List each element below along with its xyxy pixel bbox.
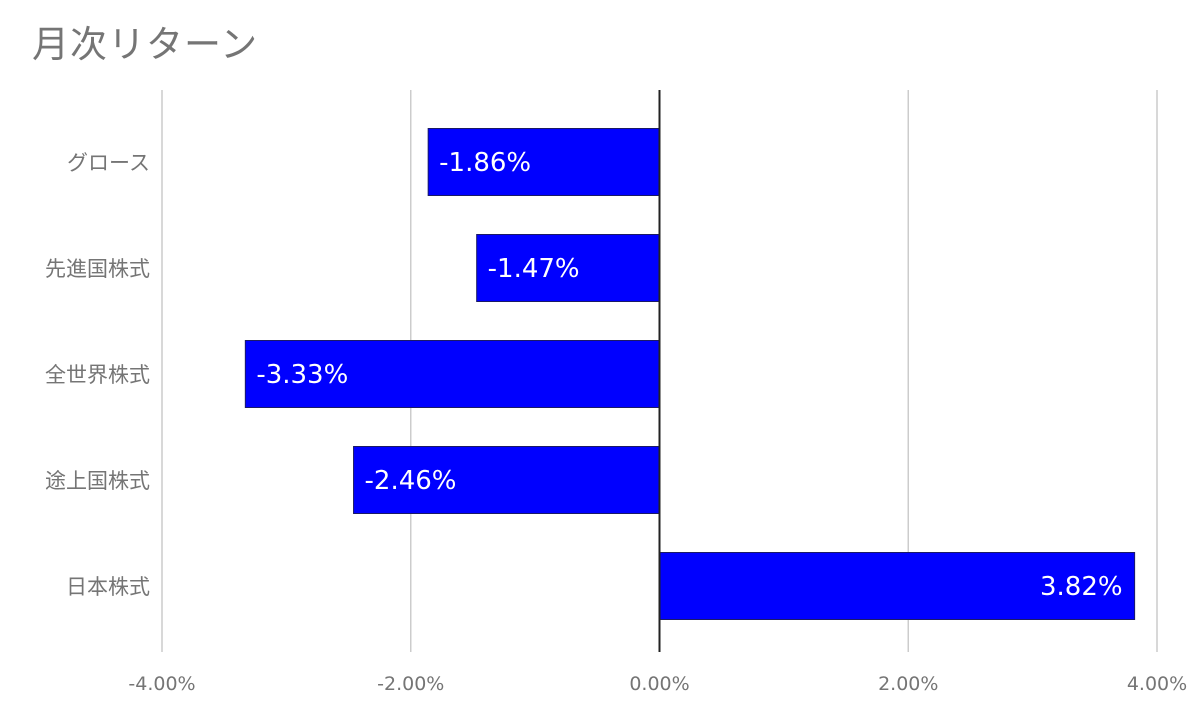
- bar: [659, 552, 1136, 620]
- bar: [353, 446, 660, 514]
- category-label: 全世界株式: [45, 363, 150, 387]
- x-axis-tick-labels: -4.00% -2.00% 0.00% 2.00% 4.00%: [128, 673, 1187, 695]
- data-label: -1.47%: [488, 254, 580, 284]
- chart-title: 月次リターン: [32, 23, 259, 66]
- bar: [244, 340, 661, 408]
- x-tick-label: 2.00%: [878, 673, 938, 695]
- data-label: 3.82%: [1040, 572, 1123, 602]
- category-label: 日本株式: [66, 575, 150, 599]
- bar: [476, 234, 661, 302]
- category-label: グロース: [67, 151, 150, 175]
- bar: [427, 128, 660, 196]
- data-label: -1.86%: [439, 148, 531, 178]
- data-label: -2.46%: [365, 466, 457, 496]
- data-labels: -1.86% -1.47% -3.33% -2.46% 3.82%: [256, 148, 1122, 602]
- data-label: -3.33%: [256, 360, 348, 390]
- x-tick-label: -4.00%: [128, 673, 195, 695]
- x-tick-label: 4.00%: [1127, 673, 1187, 695]
- x-tick-label: 0.00%: [629, 673, 689, 695]
- category-label: 途上国株式: [45, 469, 150, 493]
- bars: [244, 128, 1136, 620]
- category-label: 先進国株式: [45, 257, 150, 281]
- x-tick-label: -2.00%: [377, 673, 444, 695]
